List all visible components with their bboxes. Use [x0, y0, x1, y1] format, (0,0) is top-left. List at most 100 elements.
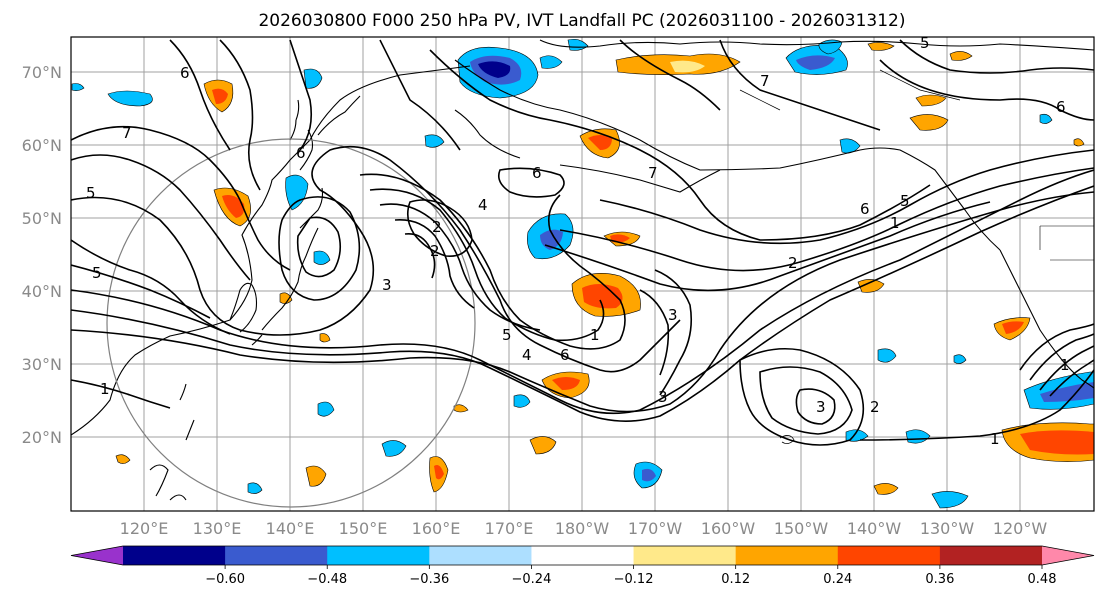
contour-line: [1029, 333, 1094, 381]
north-america-coast: [999, 249, 1094, 389]
contour-label: 7: [122, 124, 132, 142]
contour-label: 5: [900, 192, 910, 210]
taiwan-coast: [179, 383, 195, 441]
contour-label: 2: [430, 242, 440, 260]
colorbar-tick-label: −0.36: [409, 572, 449, 587]
figure-title: 2026030800 F000 250 hPa PV, IVT Landfall…: [258, 11, 905, 31]
contour-label: 6: [1056, 98, 1066, 116]
contour-label: 6: [180, 64, 190, 82]
contour-line: [379, 203, 541, 331]
range-circle: [106, 138, 476, 508]
colorbar: −0.60 −0.48 −0.36 −0.24 −0.12 0.12 0.24 0.36 0.4…: [70, 545, 1095, 587]
contour-line: [795, 388, 836, 425]
colorbar-tick-label: 0.36: [925, 572, 954, 587]
contour-label: 3: [668, 306, 678, 324]
lat-label: 30°N: [22, 355, 62, 374]
contour-line: [71, 154, 251, 281]
contour-line: [899, 39, 1094, 74]
lat-label: 40°N: [22, 282, 62, 301]
lon-label: 180°W: [555, 519, 610, 538]
colorbar-extend-low: [71, 546, 123, 565]
lon-label: 170°W: [628, 519, 683, 538]
contour-labels: 6 7 5 5 1 2 4 6 3 7 6 2 1 6 5 1 2 3 4 5 …: [86, 34, 1070, 448]
contour-line: [719, 39, 881, 131]
contour-label: 1: [590, 326, 600, 344]
colorbar-tick-label: −0.60: [205, 572, 245, 587]
contour-label: 1: [890, 214, 900, 232]
contour-line: [71, 185, 1094, 422]
colorbar-tick-label: 0.12: [721, 572, 750, 587]
colorbar-swatch: [123, 546, 226, 565]
contour-label: 6: [532, 164, 542, 182]
contour-label: 1: [100, 380, 110, 398]
aleutian-coast: [559, 164, 721, 193]
colorbar-tick-label: −0.48: [307, 572, 347, 587]
lon-label: 160°E: [412, 519, 461, 538]
lon-label: 130°E: [193, 519, 242, 538]
lat-label: 50°N: [22, 209, 62, 228]
colorbar-swatch: [735, 546, 839, 565]
colorbar-swatch: [531, 546, 635, 565]
contour-line: [71, 239, 231, 335]
contour-line: [379, 39, 461, 151]
ivt-contours: [71, 39, 1094, 446]
contour-line: [559, 167, 1094, 272]
map-frame: [70, 36, 1095, 512]
contour-line: [219, 39, 261, 191]
contour-label: 3: [816, 398, 826, 416]
colorbar-swatch: [327, 546, 430, 565]
contour-line: [71, 145, 681, 373]
contour-label: 1: [990, 430, 1000, 448]
colorbar-tick-label: 0.48: [1028, 572, 1057, 587]
contour-line: [71, 264, 211, 319]
latitude-labels: 70°N 60°N 50°N 40°N 30°N 20°N: [22, 63, 62, 447]
lon-label: 130°W: [920, 519, 975, 538]
coastlines: [71, 39, 1094, 501]
contour-line: [1019, 323, 1094, 371]
contour-line: [278, 196, 361, 301]
contour-label: 5: [920, 34, 930, 52]
contour-line: [1039, 345, 1094, 391]
alaska-islands: [739, 69, 961, 111]
contour-label: 2: [432, 218, 442, 236]
canada-border: [1039, 225, 1094, 261]
contour-line: [497, 167, 565, 198]
hawaii-coast: [779, 435, 795, 444]
contour-label: 5: [86, 184, 96, 202]
colorbar-tick-label: −0.24: [512, 572, 552, 587]
lon-label: 120°W: [993, 519, 1048, 538]
colorbar-tick-label: −0.12: [614, 572, 654, 587]
colorbar-outline: [70, 545, 1095, 566]
lon-label: 160°W: [701, 519, 756, 538]
contour-line: [759, 366, 853, 435]
colorbar-swatch: [837, 546, 941, 565]
contour-label: 5: [92, 264, 102, 282]
lon-label: 120°E: [120, 519, 169, 538]
contour-label: 6: [860, 200, 870, 218]
contour-line: [739, 347, 865, 446]
contour-line: [599, 149, 1094, 245]
bering-coast: [454, 109, 521, 159]
colorbar-swatch: [939, 546, 1043, 565]
contour-line: [296, 216, 342, 278]
contour-line: [429, 49, 931, 241]
lon-label: 140°E: [266, 519, 315, 538]
philippines-coast: [149, 464, 187, 501]
contour-label: 3: [658, 388, 668, 406]
colorbar-swatch: [633, 546, 737, 565]
japan-coast: [251, 129, 324, 346]
contour-line: [859, 369, 1094, 441]
contour-label: 7: [760, 72, 770, 90]
contour-line: [71, 125, 291, 271]
contour-label: 1: [1060, 356, 1070, 374]
contour-line: [406, 199, 473, 257]
contour-label: 2: [788, 254, 798, 272]
contour-line: [169, 39, 231, 151]
arctic-coast: [539, 39, 1094, 51]
contour-line: [544, 201, 991, 292]
contour-label: 5: [502, 326, 512, 344]
contour-label: 6: [296, 144, 306, 162]
colorbar-swatch: [225, 546, 328, 565]
colorbar-tick-label: 0.24: [823, 572, 852, 587]
